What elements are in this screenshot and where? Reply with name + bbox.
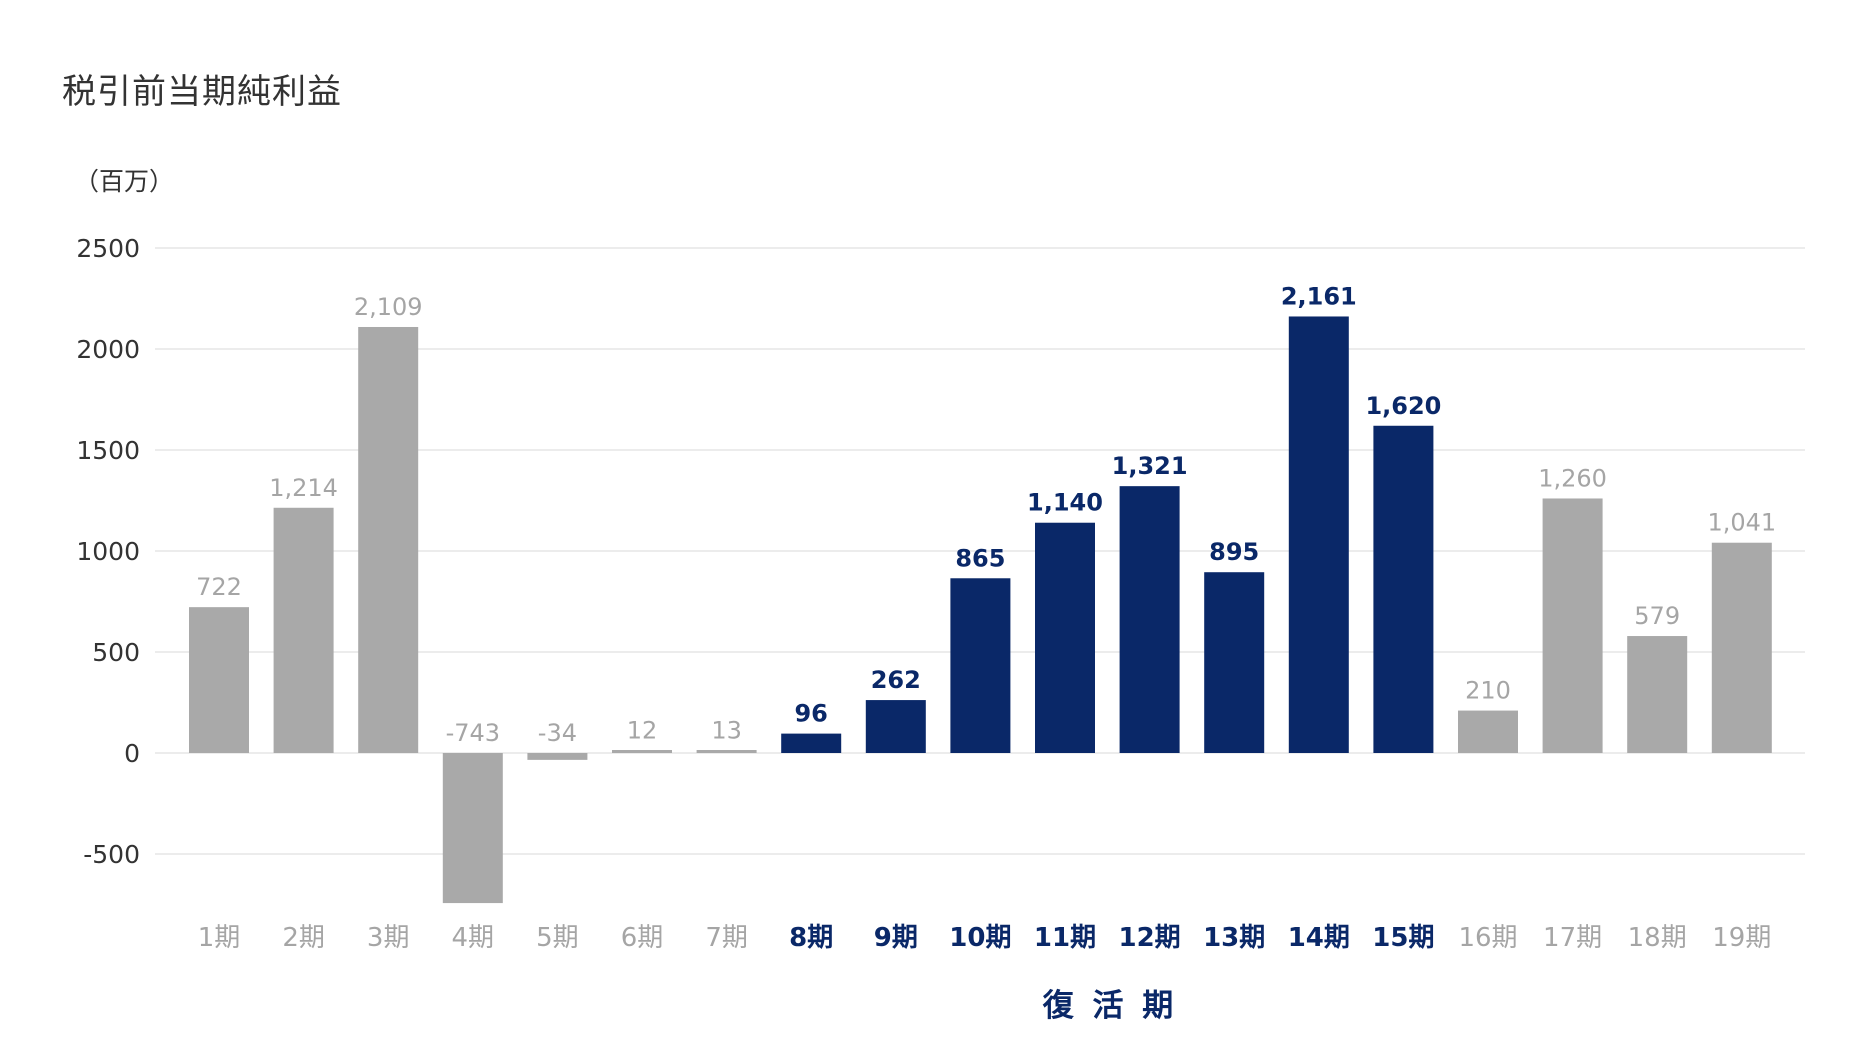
bar-16期 xyxy=(1458,710,1518,753)
bar-10期 xyxy=(950,578,1011,753)
data-label: 96 xyxy=(794,700,827,728)
x-tick-label: 16期 xyxy=(1458,923,1517,953)
x-tick-label: 4期 xyxy=(452,923,495,953)
bar-6期 xyxy=(612,750,672,753)
bar-7期 xyxy=(696,750,757,753)
data-label: 1,620 xyxy=(1365,392,1441,420)
bar-11期 xyxy=(1035,522,1095,753)
data-label: 262 xyxy=(871,666,921,694)
data-label: 12 xyxy=(627,717,658,745)
x-tick-label: 5期 xyxy=(536,923,579,953)
x-tick-label: 14期 xyxy=(1288,923,1350,953)
x-tick-label: 2期 xyxy=(282,923,325,953)
y-tick-label: 500 xyxy=(92,638,140,667)
data-label: -743 xyxy=(446,719,500,747)
x-tick-label: 6期 xyxy=(621,923,664,953)
y-tick-label: 0 xyxy=(124,739,140,768)
data-label: 1,321 xyxy=(1112,452,1188,480)
x-tick-label: 19期 xyxy=(1712,923,1771,953)
x-tick-label: 12期 xyxy=(1119,923,1181,953)
data-label: 210 xyxy=(1465,677,1511,705)
y-tick-label: 2000 xyxy=(76,335,140,364)
chart-title: 税引前当期純利益 xyxy=(62,72,342,112)
bar-17期 xyxy=(1542,498,1603,753)
bar-1期 xyxy=(189,607,249,753)
bar-15期 xyxy=(1373,425,1434,753)
x-tick-label: 9期 xyxy=(874,923,918,953)
data-label: 2,161 xyxy=(1281,282,1357,310)
x-tick-label: 7期 xyxy=(705,923,748,953)
data-label: 865 xyxy=(955,544,1005,572)
x-tick-label: 10期 xyxy=(949,923,1011,953)
x-tick-label: 3期 xyxy=(367,923,410,953)
bar-12期 xyxy=(1119,486,1180,753)
x-tick-label: 18期 xyxy=(1628,923,1687,953)
y-tick-label: 2500 xyxy=(76,234,140,263)
x-tick-label: 11期 xyxy=(1034,923,1096,953)
data-label: 1,140 xyxy=(1027,489,1103,517)
data-label: 895 xyxy=(1209,538,1259,566)
data-label: 1,041 xyxy=(1707,509,1776,537)
bar-19期 xyxy=(1711,542,1772,753)
data-label: 1,214 xyxy=(269,474,338,502)
data-label: 1,260 xyxy=(1538,464,1607,492)
x-tick-label: 13期 xyxy=(1203,923,1265,953)
data-label: 2,109 xyxy=(354,293,423,321)
data-label: -34 xyxy=(538,719,577,747)
bar-4期 xyxy=(442,753,503,904)
data-label: 579 xyxy=(1634,602,1680,630)
data-label: 722 xyxy=(196,573,242,601)
bar-5期 xyxy=(527,753,588,760)
x-tick-label: 17期 xyxy=(1543,923,1602,953)
bar-9期 xyxy=(865,700,926,753)
y-tick-label: 1000 xyxy=(76,537,140,566)
y-axis-unit-label: （百万） xyxy=(74,167,175,196)
x-tick-label: 8期 xyxy=(789,923,833,953)
data-label: 13 xyxy=(711,716,742,744)
y-tick-label: 1500 xyxy=(76,436,140,465)
bar-13期 xyxy=(1204,572,1265,753)
bar-14期 xyxy=(1288,316,1349,753)
bar-2期 xyxy=(273,507,334,753)
bar-18期 xyxy=(1627,636,1688,753)
x-tick-label: 1期 xyxy=(198,923,241,953)
bar-3期 xyxy=(358,326,419,753)
x-tick-label: 15期 xyxy=(1372,923,1434,953)
bar-8期 xyxy=(781,733,842,753)
x-axis-caption: 復 活 期 xyxy=(1042,988,1178,1024)
y-tick-label: -500 xyxy=(83,840,140,869)
